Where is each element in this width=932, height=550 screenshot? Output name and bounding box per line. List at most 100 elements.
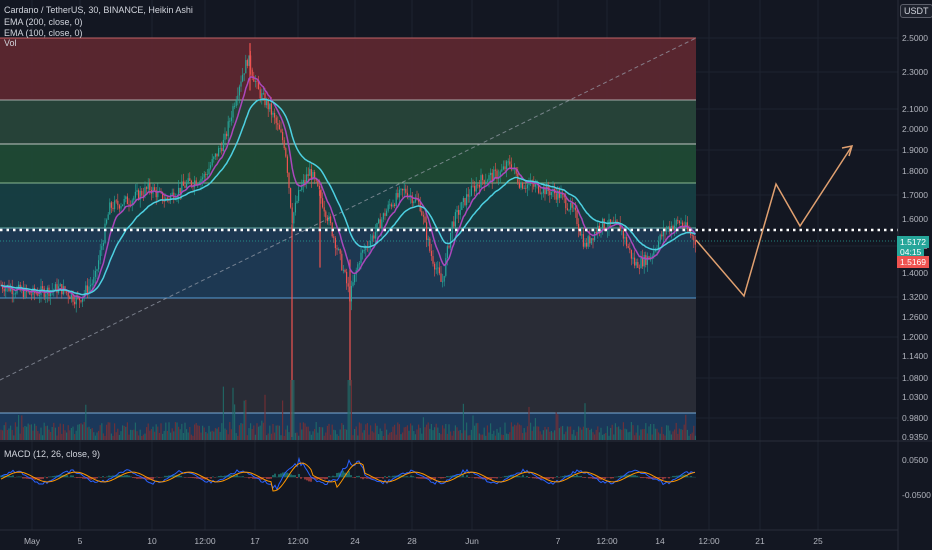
candle-body [310,169,312,180]
countdown-badge: 04:15 [897,246,925,258]
candle-body [390,204,392,207]
macd-histogram-bar [390,476,392,478]
time-axis-tick-label: May [24,536,41,546]
candle-body [509,161,511,165]
candle-body [200,178,202,184]
macd-histogram-bar [38,477,40,480]
macd-histogram-bar [580,475,582,478]
macd-histogram-bar [602,477,604,479]
volume-bar [622,422,624,440]
macd-histogram-bar [92,477,94,479]
volume-bar [157,426,159,440]
macd-histogram-bar [328,476,330,478]
volume-bar [451,435,453,440]
candle-body [475,184,477,192]
volume-bar [498,432,500,440]
volume-bar [619,429,621,440]
macd-histogram-bar [284,472,286,478]
currency-button[interactable]: USDT [900,4,932,18]
macd-histogram-bar [128,475,130,478]
volume-bar [122,425,124,440]
macd-histogram-bar [384,476,386,478]
macd-histogram-bar [646,477,648,479]
volume-legend[interactable]: Vol [4,38,17,48]
volume-bar [168,422,170,440]
volume-bar [30,424,32,440]
volume-bar [371,431,373,440]
volume-bar [299,422,301,440]
macd-histogram-bar [314,477,316,480]
candle-body [352,282,354,286]
candle-body [136,190,138,192]
macd-histogram-bar [468,477,470,478]
candle-body [426,222,428,240]
volume-bar [155,424,157,440]
volume-bar [571,434,573,440]
macd-histogram-bar [564,475,566,478]
candle-body [402,188,404,191]
candle-body [458,210,460,215]
macd-histogram-bar [120,474,122,478]
volume-bar [38,433,40,440]
macd-histogram-bar [304,477,306,480]
macd-histogram-bar [150,477,152,480]
volume-bar [389,432,391,440]
volume-bar [483,427,485,440]
volume-bar [294,432,296,440]
candle-body [138,190,140,200]
volume-bar [333,429,335,440]
candle-body [443,275,445,282]
macd-histogram-bar [140,477,142,479]
candle-body [238,86,240,96]
candle-body [275,117,277,124]
price-axis-tick-label: 1.3200 [902,292,928,302]
volume-bar [197,425,199,440]
volume-bar [102,433,104,440]
symbol-legend[interactable]: Cardano / TetherUS, 30, BINANCE, Heikin … [4,5,193,15]
volume-bar [258,426,260,440]
fib-zone [0,100,696,144]
candle-body [22,288,24,298]
candle-body [224,133,226,140]
candle-body [218,148,220,157]
fib-zone [0,38,696,100]
volume-bar [80,423,82,440]
volume-bar [298,435,300,440]
candle-body [118,205,120,209]
macd-histogram-bar [102,476,104,478]
macd-histogram-bar [490,477,492,480]
candle-body [483,180,485,185]
volume-bar [182,432,184,440]
macd-histogram-bar [554,477,556,478]
macd-histogram-bar [492,477,494,479]
candle-body [168,198,170,200]
price-axis-tick-label: 2.1000 [902,104,928,114]
candle-body [582,234,584,247]
macd-histogram-bar [270,477,272,479]
candle-body [610,219,612,224]
macd-histogram-bar [624,475,626,478]
candle-body [398,189,400,198]
volume-bar [586,427,588,440]
candle-body [499,171,501,177]
ema100-legend[interactable]: EMA (100, close, 0) [4,28,83,38]
candle-body [427,238,429,240]
volume-bar [624,428,626,440]
candle-body [314,172,316,179]
candle-body [477,184,479,186]
candle-body [170,194,172,200]
candle-body [549,191,551,196]
volume-bar [691,432,693,440]
volume-bar [138,435,140,440]
volume-bar [69,430,71,440]
macd-histogram-bar [106,476,108,478]
volume-bar [502,434,504,440]
volume-bar [616,427,618,440]
macd-line [0,456,696,491]
ema200-legend[interactable]: EMA (200, close, 0) [4,17,83,27]
macd-histogram-bar [254,477,256,479]
macd-legend[interactable]: MACD (12, 26, close, 9) [4,449,101,459]
macd-histogram-bar [676,475,678,478]
volume-bar [165,422,167,440]
